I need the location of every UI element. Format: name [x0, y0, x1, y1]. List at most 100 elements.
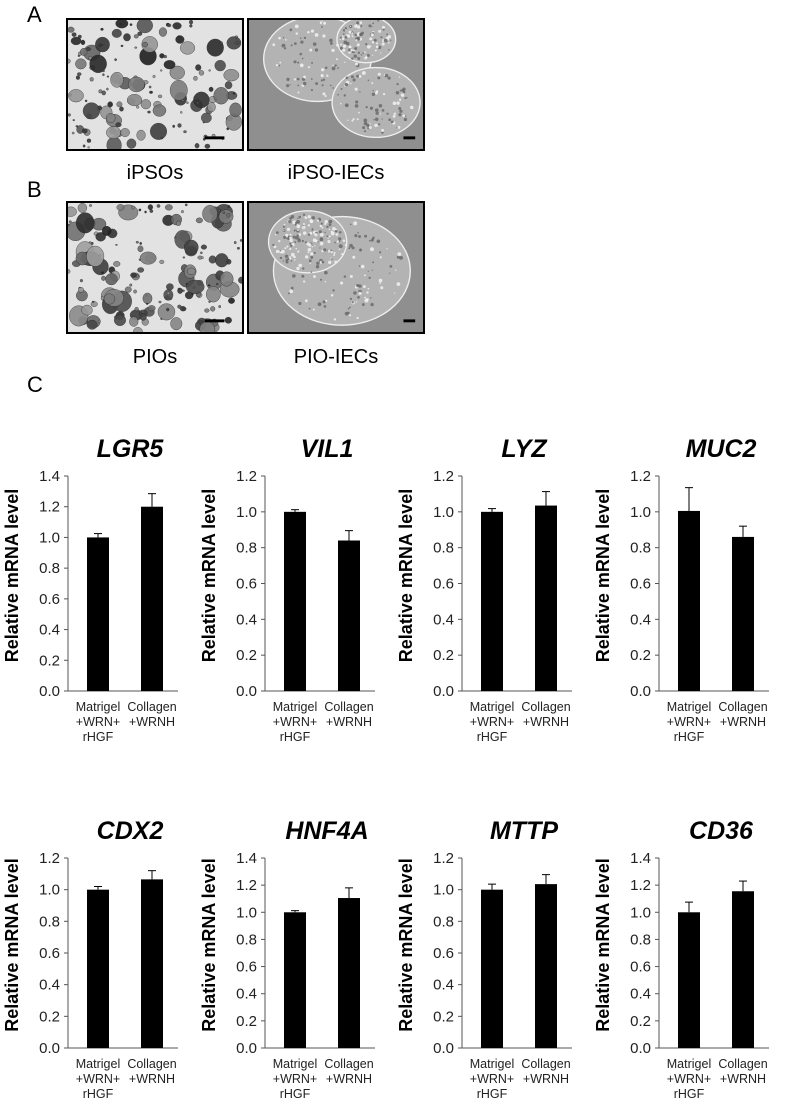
y-tick-label: 0.8 — [39, 913, 60, 930]
y-tick-label: 0.0 — [433, 683, 454, 700]
chart-title: HNF4A — [285, 817, 368, 845]
micrograph-label-ipso-iecs: iPSO-IECs — [287, 162, 385, 184]
y-axis-label: Relative mRNA level — [199, 858, 219, 1031]
bar-collagen — [535, 505, 557, 691]
bar-matrigel — [284, 511, 306, 691]
y-tick-label: 0.0 — [630, 683, 651, 700]
bar-matrigel — [678, 912, 700, 1048]
x-category-label: Collagen — [521, 1057, 570, 1071]
y-tick-label: 1.2 — [630, 468, 651, 485]
chart-title: MUC2 — [686, 435, 757, 463]
x-category-label: Matrigel — [273, 700, 317, 714]
y-tick-label: 0.4 — [433, 977, 454, 994]
y-tick-label: 0.6 — [630, 959, 651, 976]
bar-collagen — [535, 884, 557, 1048]
x-category-label: +WRN+ — [76, 1072, 120, 1086]
x-category-label: Matrigel — [470, 700, 514, 714]
bar-collagen — [732, 891, 754, 1048]
y-tick-label: 0.6 — [630, 576, 651, 593]
x-category-label: rHGF — [280, 730, 311, 744]
x-category-label: Matrigel — [76, 700, 120, 714]
x-category-label: +WRNH — [523, 1072, 569, 1086]
y-tick-label: 1.0 — [630, 504, 651, 521]
y-tick-label: 1.0 — [236, 904, 257, 921]
y-tick-label: 0.2 — [39, 1008, 60, 1025]
x-category-label: Collagen — [521, 700, 570, 714]
y-tick-label: 0.6 — [39, 945, 60, 962]
x-category-label: Matrigel — [667, 1057, 711, 1071]
y-tick-label: 0.8 — [433, 540, 454, 557]
x-category-label: Collagen — [718, 700, 767, 714]
y-tick-label: 0.2 — [236, 647, 257, 664]
y-axis-label: Relative mRNA level — [199, 489, 219, 662]
chart-vil1: VIL1 Relative mRNA level 0.0 0.2 0.4 0.6 0.8 1.… — [199, 435, 375, 744]
bar-matrigel — [87, 537, 109, 691]
micrograph-pios — [66, 201, 244, 334]
chart-hnf4a: HNF4A Relative mRNA level 0.0 0.2 0.4 0.6 0.8 1… — [199, 817, 375, 1101]
y-tick-label: 0.4 — [39, 622, 60, 639]
y-tick-label: 0.2 — [433, 647, 454, 664]
x-category-label: rHGF — [477, 1087, 508, 1101]
chart-muc2: MUC2 Relative mRNA level 0.0 0.2 0.4 0.6 0.8 1.… — [593, 435, 769, 744]
x-category-label: +WRNH — [129, 1072, 175, 1086]
x-category-label: Matrigel — [470, 1057, 514, 1071]
panel-letter-c: C — [27, 372, 43, 397]
y-tick-label: 0.2 — [236, 1013, 257, 1030]
x-category-label: +WRNH — [720, 1072, 766, 1086]
x-category-label: rHGF — [83, 730, 114, 744]
x-category-label: Collagen — [324, 1057, 373, 1071]
bar-collagen — [141, 879, 163, 1048]
chart-title: CDX2 — [97, 817, 164, 845]
x-category-label: Matrigel — [667, 700, 711, 714]
y-tick-label: 1.2 — [630, 877, 651, 894]
y-tick-label: 0.6 — [433, 945, 454, 962]
bar-collagen — [732, 536, 754, 691]
chart-title: LGR5 — [97, 435, 165, 463]
y-axis-label: Relative mRNA level — [2, 858, 22, 1031]
y-tick-label: 1.4 — [630, 850, 651, 867]
y-tick-label: 0.6 — [433, 576, 454, 593]
x-category-label: +WRNH — [326, 715, 372, 729]
x-category-label: rHGF — [477, 730, 508, 744]
bar-matrigel — [481, 889, 503, 1048]
x-category-label: rHGF — [83, 1087, 114, 1101]
y-tick-label: 0.2 — [630, 1013, 651, 1030]
chart-lyz: LYZ Relative mRNA level 0.0 0.2 0.4 0.6 0.8 1.0… — [396, 435, 572, 744]
micrograph-label-pios: PIOs — [132, 346, 178, 368]
y-tick-label: 1.0 — [236, 504, 257, 521]
y-axis-label: Relative mRNA level — [593, 489, 613, 662]
x-category-label: rHGF — [280, 1087, 311, 1101]
x-category-label: +WRN+ — [273, 1072, 317, 1086]
bar-matrigel — [284, 912, 306, 1048]
x-category-label: Collagen — [324, 700, 373, 714]
y-axis-label: Relative mRNA level — [593, 858, 613, 1031]
y-tick-label: 1.2 — [39, 850, 60, 867]
x-category-label: Collagen — [127, 700, 176, 714]
y-tick-label: 0.6 — [39, 591, 60, 608]
y-tick-label: 0.0 — [236, 1040, 257, 1057]
x-category-label: +WRNH — [129, 715, 175, 729]
x-category-label: Collagen — [127, 1057, 176, 1071]
x-category-label: +WRN+ — [667, 1072, 711, 1086]
chart-lgr5: LGR5 Relative mRNA level 0.0 0.2 0.4 0.6 0.8 1.… — [2, 435, 178, 744]
y-tick-label: 1.0 — [39, 882, 60, 899]
y-tick-label: 0.0 — [630, 1040, 651, 1057]
y-tick-label: 0.0 — [39, 683, 60, 700]
y-tick-label: 1.2 — [39, 499, 60, 516]
y-tick-label: 0.8 — [236, 931, 257, 948]
y-tick-label: 0.4 — [630, 986, 651, 1003]
x-category-label: Collagen — [718, 1057, 767, 1071]
y-tick-label: 0.8 — [39, 560, 60, 577]
x-category-label: +WRN+ — [667, 715, 711, 729]
x-category-label: +WRNH — [523, 715, 569, 729]
y-tick-label: 0.0 — [433, 1040, 454, 1057]
bar-collagen — [338, 540, 360, 691]
x-category-label: +WRN+ — [76, 715, 120, 729]
x-category-label: Matrigel — [273, 1057, 317, 1071]
y-tick-label: 0.4 — [433, 611, 454, 628]
y-tick-label: 0.2 — [39, 652, 60, 669]
bar-matrigel — [87, 889, 109, 1048]
micrograph-label-pio-iecs: PIO-IECs — [293, 346, 379, 368]
micrograph-pio-iecs — [247, 201, 425, 334]
y-axis-label: Relative mRNA level — [396, 858, 416, 1031]
